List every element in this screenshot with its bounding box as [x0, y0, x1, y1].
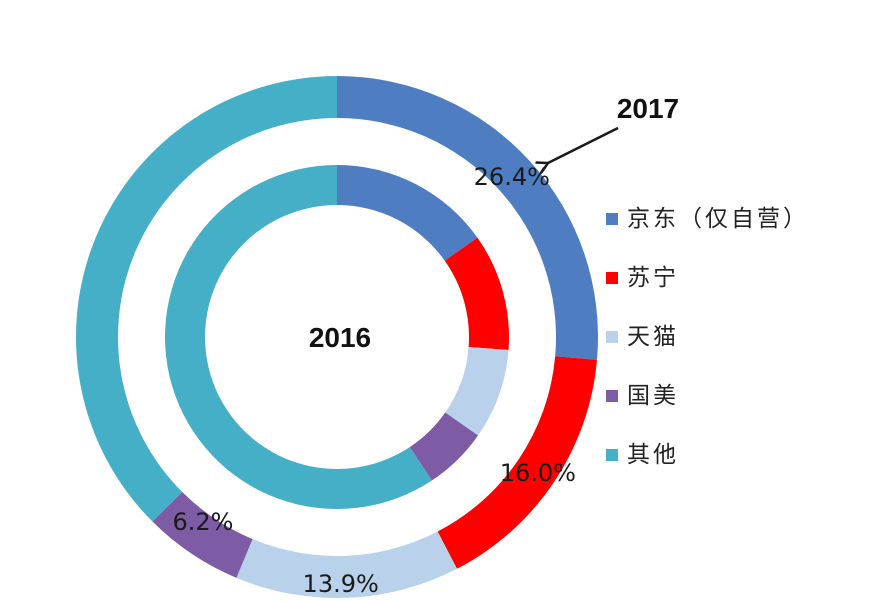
outer-year-label: 2017	[617, 93, 679, 124]
legend-label-other: 其他	[627, 442, 679, 468]
inner-slice-gome	[409, 412, 479, 481]
legend-swatch-tmall	[606, 331, 618, 343]
outer-slice-gome	[152, 491, 253, 578]
outer-ring-data-labels: 26.4% 16.0% 13.9% 6.2%	[173, 163, 576, 598]
outer-slice-suning	[437, 356, 597, 569]
legend-swatch-other	[606, 449, 618, 461]
outer-slice-jd	[337, 76, 598, 360]
legend-swatch-gome	[606, 390, 618, 402]
legend-swatch-jd	[606, 213, 618, 225]
data-label-suning: 16.0%	[500, 459, 576, 487]
legend-label-jd: 京东（仅自营）	[627, 206, 809, 232]
inner-slice-jd	[337, 165, 478, 261]
outer-ring-2017	[76, 76, 598, 598]
legend-label-suning: 苏宁	[627, 265, 679, 291]
inner-slice-other	[165, 165, 432, 509]
inner-slice-suning	[444, 237, 509, 350]
data-label-jd: 26.4%	[474, 163, 550, 191]
data-label-gome: 6.2%	[173, 508, 234, 536]
legend-label-gome: 国美	[627, 383, 679, 409]
outer-year-arrow	[548, 126, 619, 163]
outer-slice-tmall	[236, 531, 457, 598]
legend-label-tmall: 天猫	[627, 324, 679, 350]
inner-slice-tmall	[445, 346, 509, 436]
legend-swatch-suning	[606, 272, 618, 284]
outer-slice-other	[76, 76, 337, 522]
inner-year-label: 2016	[309, 322, 371, 353]
inner-ring-2016	[165, 165, 509, 509]
data-label-tmall: 13.9%	[303, 570, 379, 598]
